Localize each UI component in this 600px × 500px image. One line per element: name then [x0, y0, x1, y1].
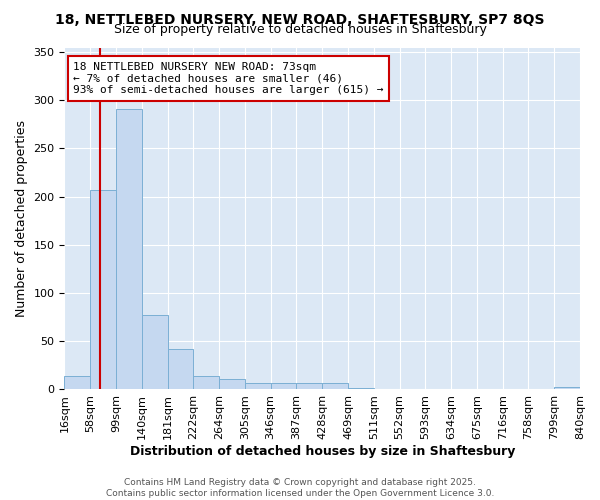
- Bar: [64, 376, 90, 389]
- Bar: [193, 376, 219, 389]
- Bar: [348, 388, 374, 389]
- Bar: [554, 387, 580, 389]
- Bar: [271, 383, 296, 389]
- Bar: [322, 383, 348, 389]
- Bar: [245, 383, 271, 389]
- Text: Size of property relative to detached houses in Shaftesbury: Size of property relative to detached ho…: [113, 22, 487, 36]
- Y-axis label: Number of detached properties: Number of detached properties: [15, 120, 28, 316]
- Bar: [90, 190, 116, 389]
- Text: 18 NETTLEBED NURSERY NEW ROAD: 73sqm
← 7% of detached houses are smaller (46)
93: 18 NETTLEBED NURSERY NEW ROAD: 73sqm ← 7…: [73, 62, 384, 95]
- Bar: [219, 380, 245, 389]
- Bar: [116, 109, 142, 389]
- Bar: [142, 315, 167, 389]
- Bar: [296, 383, 322, 389]
- Text: 18, NETTLEBED NURSERY, NEW ROAD, SHAFTESBURY, SP7 8QS: 18, NETTLEBED NURSERY, NEW ROAD, SHAFTES…: [55, 12, 545, 26]
- Bar: [167, 348, 193, 389]
- Text: Contains HM Land Registry data © Crown copyright and database right 2025.
Contai: Contains HM Land Registry data © Crown c…: [106, 478, 494, 498]
- X-axis label: Distribution of detached houses by size in Shaftesbury: Distribution of detached houses by size …: [130, 444, 515, 458]
